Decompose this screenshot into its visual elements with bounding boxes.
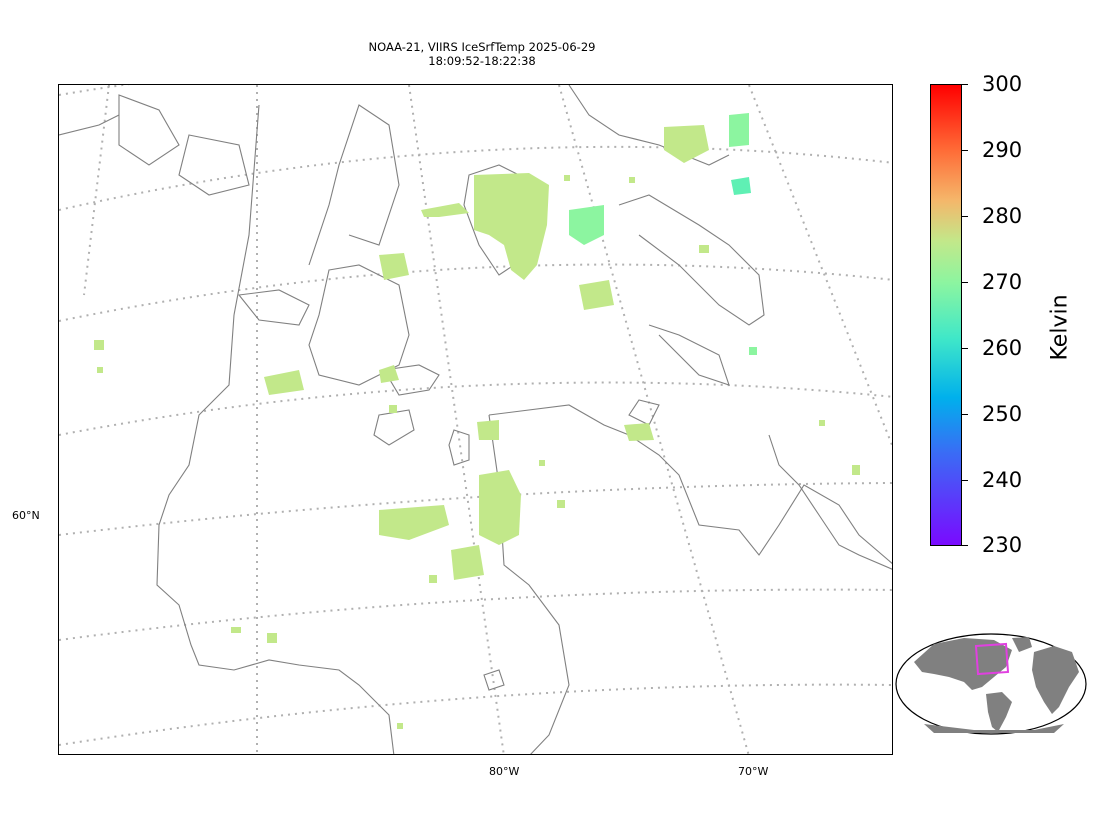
- meridian-line: [558, 85, 750, 754]
- colorbar-tick-label: 300: [982, 72, 1023, 96]
- data-pixel: [699, 245, 709, 253]
- melville-peninsula: [308, 104, 400, 266]
- data-patch: [664, 125, 709, 163]
- lon-label-70w: 70°W: [738, 765, 769, 778]
- data-patch: [479, 470, 521, 545]
- data-pixel: [429, 575, 437, 583]
- meridian-line: [83, 85, 110, 296]
- north-west-coast: [59, 114, 120, 136]
- data-pixel: [819, 420, 825, 426]
- data-patch: [421, 203, 469, 217]
- data-patch: [379, 253, 409, 280]
- inset-world-map: [895, 633, 1087, 735]
- inset-extent-box: [974, 642, 1010, 676]
- map-svg: [59, 85, 892, 754]
- data-patch: [579, 280, 614, 310]
- inset-north-america: [914, 638, 1012, 690]
- title-line-2: 18:09:52-18:22:38: [428, 54, 536, 68]
- lat-label-60n: 60°N: [12, 509, 40, 522]
- hudson-bay-west: [233, 104, 260, 316]
- inset-europe-africa: [1032, 646, 1079, 714]
- hudson-bay-coast: [156, 314, 395, 754]
- colorbar-tick: [962, 282, 968, 283]
- map-frame[interactable]: [58, 84, 893, 755]
- data-patch: [474, 173, 549, 280]
- north-islands-2: [178, 134, 250, 196]
- data-patch: [624, 423, 654, 441]
- map-title: NOAA-21, VIIRS IceSrfTemp 2025-06-29 18:…: [232, 40, 732, 68]
- baffin-south: [648, 324, 730, 386]
- colorbar-tick: [962, 348, 968, 349]
- colorbar-tick: [962, 545, 968, 546]
- data-pixel: [557, 500, 565, 508]
- data-patch: [569, 205, 604, 245]
- akimiski-island: [483, 669, 505, 691]
- ungava-bay-islands: [628, 399, 660, 426]
- baffin-north: [568, 85, 730, 166]
- data-pixel: [749, 347, 757, 355]
- southampton-island: [308, 264, 410, 386]
- colorbar-tick: [962, 414, 968, 415]
- colorbar-tick-label: 240: [982, 468, 1023, 492]
- data-pixel: [389, 405, 397, 413]
- colorbar-tick: [962, 150, 968, 151]
- parallel-line: [59, 85, 130, 96]
- colorbar-title: Kelvin: [1047, 294, 1073, 361]
- north-islands: [118, 94, 180, 166]
- parallel-line: [59, 482, 892, 536]
- inset-antarctica: [924, 724, 1064, 733]
- data-patch: [379, 365, 399, 383]
- meridian-line: [408, 85, 505, 754]
- coats-island: [383, 364, 440, 396]
- data-patch: [477, 420, 499, 440]
- mansel-island: [448, 429, 470, 466]
- data-pixel: [94, 340, 104, 350]
- colorbar-tick-label: 280: [982, 204, 1023, 228]
- southampton-north: [237, 289, 310, 326]
- colorbar-tick: [962, 84, 968, 85]
- colorbar-tick: [962, 480, 968, 481]
- data-pixel: [397, 723, 403, 729]
- colorbar-tick-label: 230: [982, 533, 1023, 557]
- parallel-line: [59, 683, 892, 746]
- data-pixel: [267, 633, 277, 643]
- lon-label-80w: 80°W: [489, 765, 520, 778]
- title-line-1: NOAA-21, VIIRS IceSrfTemp 2025-06-29: [368, 40, 596, 54]
- graticule: [59, 85, 892, 754]
- parallel-line: [59, 588, 892, 641]
- colorbar-tick-label: 270: [982, 270, 1023, 294]
- colorbar-tick-label: 260: [982, 336, 1023, 360]
- data-pixel: [629, 177, 635, 183]
- data-pixel: [564, 175, 570, 181]
- inset-greenland: [1012, 637, 1032, 652]
- data-patch: [729, 113, 749, 147]
- parallel-line: [59, 381, 892, 436]
- parallel-line: [59, 263, 892, 322]
- meridian-line: [748, 85, 892, 448]
- labrador-coast: [488, 414, 570, 754]
- data-patch: [731, 177, 751, 195]
- baffin-southeast: [618, 194, 765, 326]
- colorbar-tick: [962, 216, 968, 217]
- ungava-coast: [488, 404, 892, 565]
- labrador-east: [768, 434, 892, 570]
- colorbar: [930, 84, 962, 546]
- data-patch: [451, 545, 484, 580]
- data-pixel: [539, 460, 545, 466]
- data-patch: [379, 505, 449, 540]
- data-pixel: [852, 465, 860, 475]
- data-pixel: [231, 627, 241, 633]
- belcher-like: [373, 409, 415, 446]
- data-patch: [264, 370, 304, 395]
- data-pixel: [97, 367, 103, 373]
- ice-surface-temp-data: [94, 113, 860, 729]
- colorbar-tick-label: 250: [982, 402, 1023, 426]
- inset-south-america: [986, 692, 1012, 732]
- colorbar-tick-label: 290: [982, 138, 1023, 162]
